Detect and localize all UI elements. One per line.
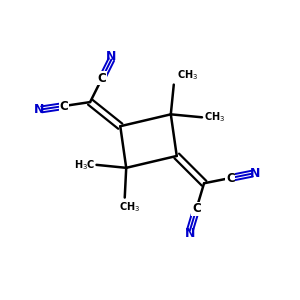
Text: H$_3$C: H$_3$C xyxy=(74,158,95,172)
Text: C: C xyxy=(98,72,106,85)
Text: CH$_3$: CH$_3$ xyxy=(203,110,225,124)
Text: CH$_3$: CH$_3$ xyxy=(118,200,140,214)
Text: C: C xyxy=(59,100,68,112)
Text: C: C xyxy=(192,202,201,215)
Text: N: N xyxy=(185,227,195,240)
Text: C: C xyxy=(226,172,235,184)
Text: N: N xyxy=(250,167,260,180)
Text: N: N xyxy=(33,103,44,116)
Text: CH$_3$: CH$_3$ xyxy=(177,68,198,82)
Text: N: N xyxy=(106,50,117,63)
